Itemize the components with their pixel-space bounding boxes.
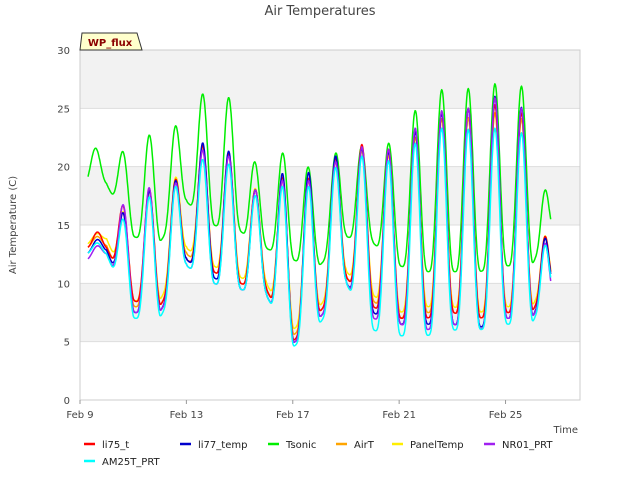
legend-item: li77_temp: [180, 440, 247, 451]
legend-item: Tsonic: [268, 440, 316, 451]
legend-label: AirT: [354, 440, 375, 451]
legend-item: AirT: [336, 440, 375, 451]
plot-band: [80, 50, 580, 109]
legend-item: PanelTemp: [392, 440, 464, 451]
y-tick-label: 15: [57, 221, 70, 232]
y-axis-ticks: 0 5 10 15 20 25 30: [57, 46, 70, 407]
y-tick-label: 0: [64, 396, 70, 407]
x-tick-label: Feb 25: [489, 410, 523, 421]
legend-label: PanelTemp: [410, 440, 464, 451]
plot-band: [80, 108, 580, 167]
legend-item: AM25T_PRT: [84, 457, 161, 468]
legend-label: Tsonic: [285, 440, 316, 451]
site-badge: WP_flux: [79, 32, 143, 51]
x-tick-label: Feb 13: [170, 410, 204, 421]
y-tick-label: 30: [57, 46, 70, 57]
legend: li75_t li77_temp Tsonic AirT PanelTemp NR01_P…: [84, 440, 553, 468]
plot-frame: [79, 49, 581, 401]
x-tick-label: Feb 17: [276, 410, 310, 421]
legend-label: AM25T_PRT: [102, 457, 161, 468]
legend-item: li75_t: [84, 440, 129, 451]
series-lines: [87, 83, 552, 347]
y-axis-label: Air Temperature (C): [8, 176, 19, 274]
legend-item: NR01_PRT: [484, 440, 553, 451]
x-tick-label: Feb 21: [382, 410, 416, 421]
y-tick-label: 25: [57, 104, 70, 115]
legend-label: li77_temp: [198, 440, 247, 451]
y-tick-label: 10: [57, 279, 70, 290]
badge-shape: [79, 32, 143, 51]
series-line-tsonic: [87, 83, 552, 273]
x-tick-label: Feb 9: [66, 410, 93, 421]
x-axis-label: Time: [553, 425, 578, 436]
badge-label: WP_flux: [88, 38, 133, 49]
legend-label: li75_t: [102, 440, 129, 451]
y-tick-label: 5: [64, 338, 70, 349]
plot-band: [80, 341, 580, 400]
series-line-am25t-prt: [87, 127, 552, 347]
chart-title: Air Temperatures: [264, 4, 375, 19]
y-tick-label: 20: [57, 163, 70, 174]
x-axis-ticks: Feb 9 Feb 13 Feb 17 Feb 21 Feb 25: [66, 400, 522, 421]
legend-label: NR01_PRT: [502, 440, 553, 451]
